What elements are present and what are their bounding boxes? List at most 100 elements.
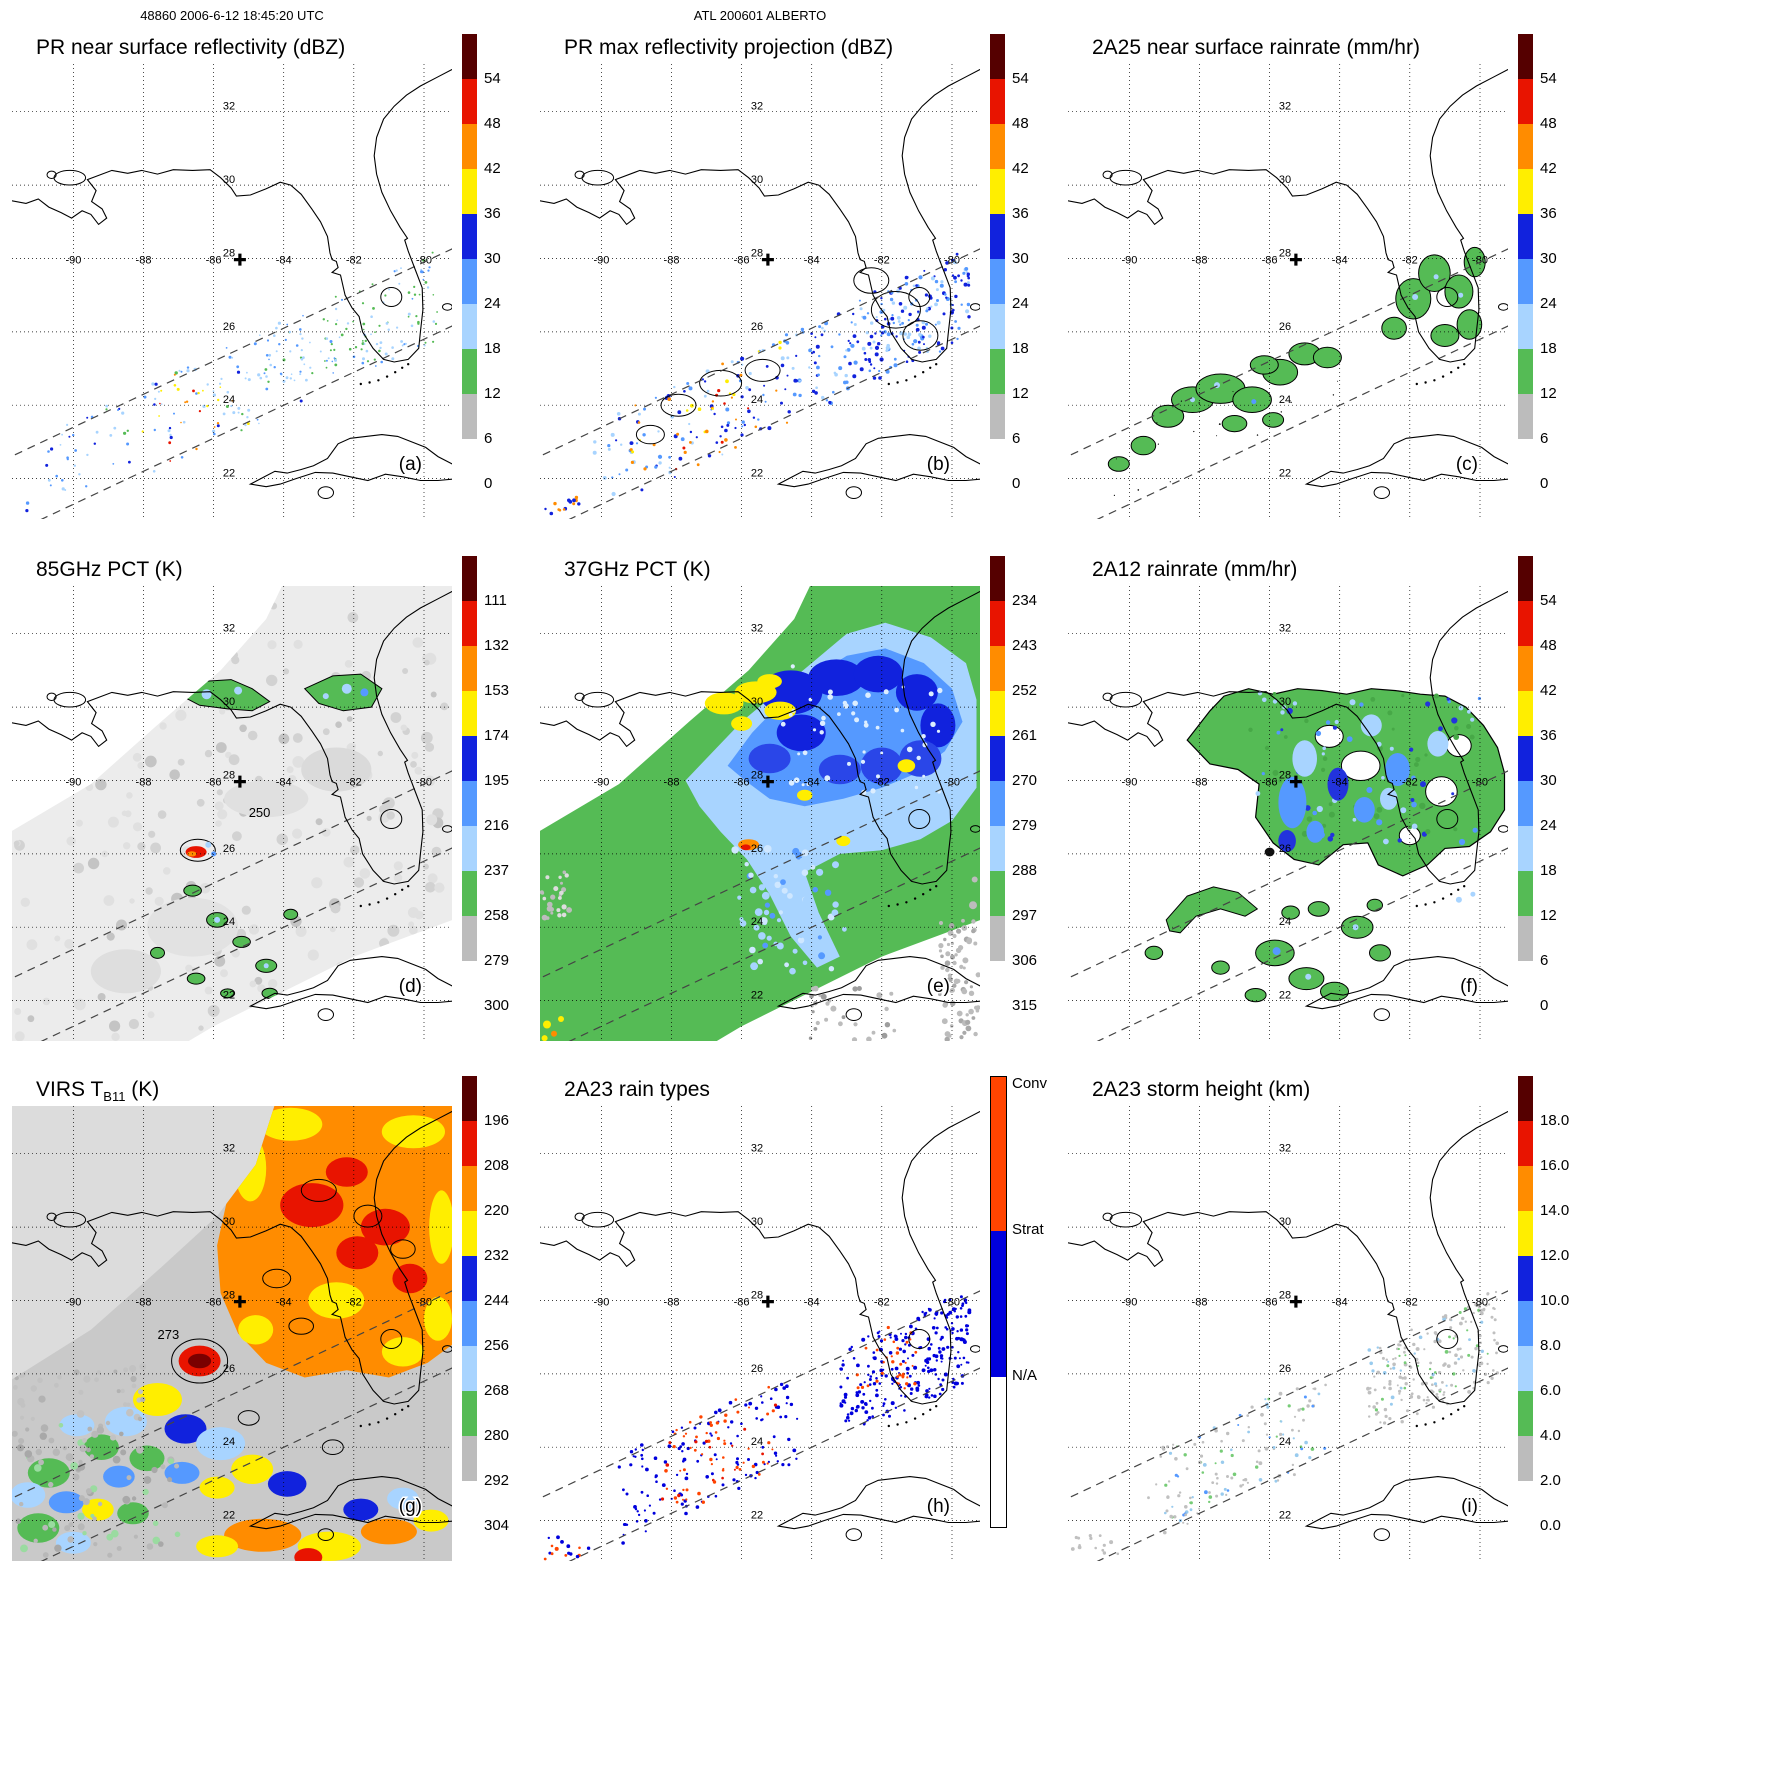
colorbar-segment <box>462 79 477 124</box>
svg-text:30: 30 <box>223 1216 235 1228</box>
colorbar-segment <box>990 214 1005 259</box>
map-layers: 22 24 26 28 30 32 -90 -88 -86 -84 -82 -80 (a) <box>12 64 452 519</box>
colorbar-segment <box>1518 1076 1533 1121</box>
colorbar-segment <box>462 1121 477 1166</box>
svg-text:24: 24 <box>751 916 763 928</box>
svg-text:28: 28 <box>223 770 235 782</box>
panel-i-colorbar: 18.0 16.0 14.0 12.0 10.0 8.0 6.0 4.0 2.0 0.0 <box>1518 1076 1633 1548</box>
colorbar-segment <box>990 259 1005 304</box>
svg-text:32: 32 <box>223 1143 235 1155</box>
colorbar-tick-label: 48 <box>1012 115 1029 132</box>
svg-text:28: 28 <box>223 248 235 260</box>
colorbar-segment <box>462 1256 477 1301</box>
svg-text:-90: -90 <box>1121 255 1137 267</box>
svg-text:-82: -82 <box>1402 1297 1418 1309</box>
panel-e-colorbar: 234 243 252 261 270 279 288 297 306 315 <box>990 556 1105 1028</box>
colorbar-segment <box>990 169 1005 214</box>
colorbar-segment <box>990 736 1005 781</box>
panel-g: VIRS TB11 (K) 273 22 24 26 28 30 32 -90 -88 -86 -8… <box>12 1076 592 1601</box>
svg-text:-86: -86 <box>206 777 222 789</box>
colorbar-tick-label: 12 <box>1012 385 1029 402</box>
svg-text:-82: -82 <box>346 1297 362 1309</box>
svg-text:-82: -82 <box>874 255 890 267</box>
panel-b: PR max reflectivity projection (dBZ) 22 2… <box>540 34 1120 559</box>
colorbar-tick-label: N/A <box>1012 1367 1038 1384</box>
panel-a: PR near surface reflectivity (dBZ) 22 24 2… <box>12 34 592 559</box>
svg-text:-86: -86 <box>734 1297 750 1309</box>
map-layers: 22 24 26 28 30 32 -90 -88 -86 -84 -82 -80 (e) <box>540 586 980 1041</box>
svg-text:-80: -80 <box>944 1297 960 1309</box>
svg-text:30: 30 <box>751 696 763 708</box>
svg-text:28: 28 <box>751 770 763 782</box>
colorbar-tick-label: 30 <box>1012 250 1029 267</box>
svg-text:-88: -88 <box>136 255 152 267</box>
colorbar-segment <box>990 439 1005 484</box>
svg-text:-84: -84 <box>804 255 820 267</box>
panel-g-map: 273 22 24 26 28 30 32 -90 -88 -86 -84 -82 -80 (g) <box>12 1106 452 1561</box>
svg-text:28: 28 <box>751 1290 763 1302</box>
svg-text:28: 28 <box>1279 248 1291 260</box>
map-layers: 250 22 24 26 28 30 32 -90 -88 -86 -84 -82 -80 (d) <box>12 586 452 1041</box>
svg-text:-84: -84 <box>804 1297 820 1309</box>
svg-text:-88: -88 <box>664 777 680 789</box>
colorbar-tick-label: 36 <box>1540 205 1557 222</box>
colorbar-segment <box>1518 349 1533 394</box>
colorbar <box>462 1076 477 1526</box>
colorbar <box>462 556 477 1006</box>
svg-text:250: 250 <box>249 805 271 820</box>
colorbar-tick-label: 244 <box>484 1292 510 1309</box>
svg-text:30: 30 <box>223 174 235 186</box>
colorbar-tick-label: 174 <box>484 727 510 744</box>
svg-text:-86: -86 <box>1262 255 1278 267</box>
svg-text:-84: -84 <box>276 255 292 267</box>
colorbar-segment <box>1518 1166 1533 1211</box>
colorbar-tick-label: 2.0 <box>1540 1472 1561 1489</box>
colorbar-tick-label: 256 <box>484 1337 510 1354</box>
svg-text:22: 22 <box>1279 1510 1291 1522</box>
svg-text:-86: -86 <box>206 255 222 267</box>
svg-text:-90: -90 <box>1121 1297 1137 1309</box>
colorbar-tick-label: 18 <box>1540 340 1557 357</box>
colorbar-segment <box>462 1076 477 1121</box>
svg-text:-86: -86 <box>734 777 750 789</box>
panel-letter: (a) <box>399 454 422 475</box>
colorbar-segment <box>990 691 1005 736</box>
colorbar-tick-label: 261 <box>1012 727 1038 744</box>
panel-i-title: 2A23 storm height (km) <box>1092 1078 1311 1101</box>
colorbar-segment <box>1518 1346 1533 1391</box>
svg-text:-90: -90 <box>593 1297 609 1309</box>
panel-a-colorbar: 54 48 42 36 30 24 18 12 6 0 <box>462 34 577 506</box>
colorbar-tick-label: 54 <box>484 70 501 87</box>
panel-c: 2A25 near surface rainrate (mm/hr) 22 24 2… <box>1068 34 1648 559</box>
panel-letter: (f) <box>1460 976 1478 997</box>
svg-text:-90: -90 <box>65 1297 81 1309</box>
svg-text:22: 22 <box>223 1510 235 1522</box>
svg-text:-88: -88 <box>664 1297 680 1309</box>
panel-f-title: 2A12 rainrate (mm/hr) <box>1092 558 1298 581</box>
storm-name-header: ATL 200601 ALBERTO <box>693 8 827 23</box>
colorbar-tick-label: Conv <box>1012 1075 1048 1092</box>
colorbar-segment <box>1518 79 1533 124</box>
map-layers: 273 22 24 26 28 30 32 -90 -88 -86 -84 -82 -80 (g) <box>12 1106 452 1561</box>
panel-c-map: 22 24 26 28 30 32 -90 -88 -86 -84 -82 -80 (c) <box>1068 64 1508 519</box>
colorbar-tick-label: 270 <box>1012 772 1038 789</box>
colorbar-tick-label: 24 <box>1540 295 1557 312</box>
svg-text:28: 28 <box>751 248 763 260</box>
colorbar-segment <box>1518 169 1533 214</box>
colorbar-tick-label: 280 <box>484 1427 510 1444</box>
colorbar-segment <box>1518 34 1533 79</box>
colorbar-tick-label: 30 <box>484 250 501 267</box>
colorbar-segment <box>1518 601 1533 646</box>
svg-text:22: 22 <box>751 990 763 1002</box>
svg-text:26: 26 <box>1279 1363 1291 1375</box>
colorbar-tick-label: 243 <box>1012 637 1038 654</box>
colorbar-tick-label: 6.0 <box>1540 1382 1561 1399</box>
colorbar-tick-label: 6 <box>484 430 493 447</box>
svg-text:-80: -80 <box>416 255 432 267</box>
svg-text:-80: -80 <box>944 777 960 789</box>
svg-text:-82: -82 <box>874 1297 890 1309</box>
colorbar-segment <box>462 736 477 781</box>
colorbar-segment <box>462 1301 477 1346</box>
colorbar-segment <box>462 871 477 916</box>
colorbar-segment <box>462 34 477 79</box>
